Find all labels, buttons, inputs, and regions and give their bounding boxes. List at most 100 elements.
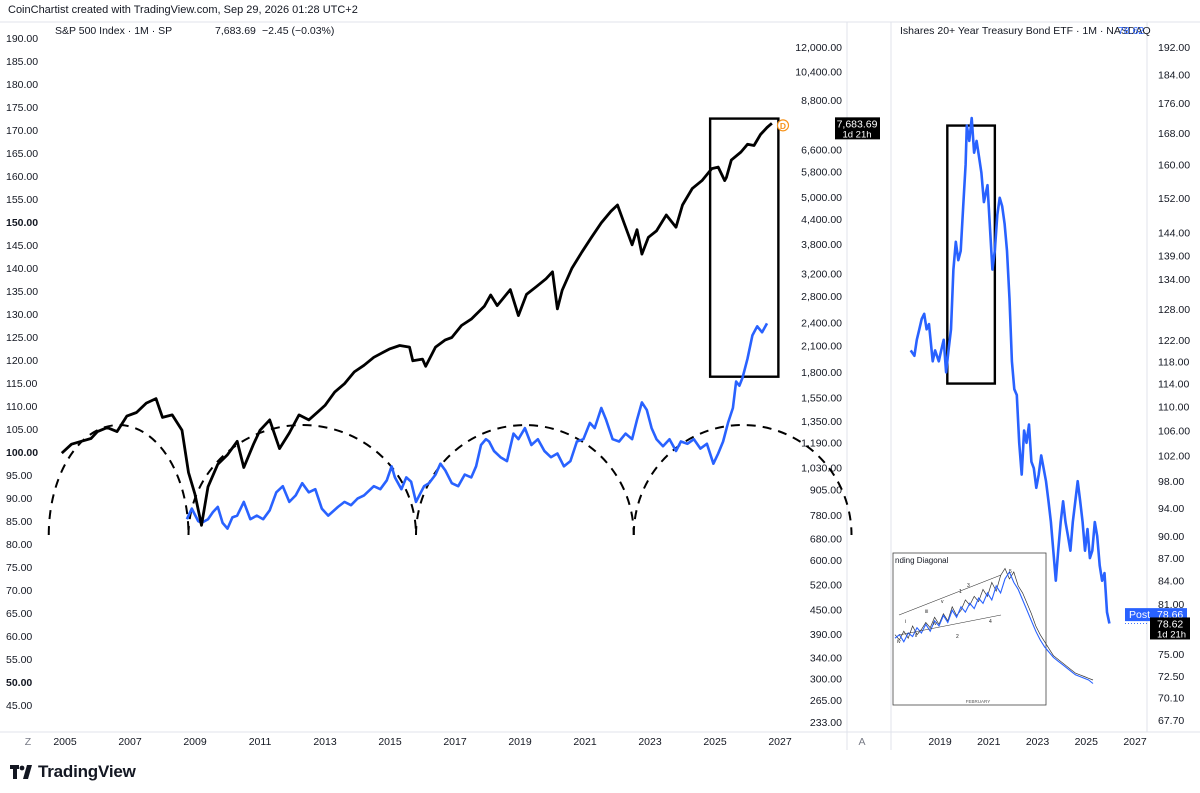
spx-price-axis[interactable]: 12,000.00 10,400.00 8,800.00 6,600.00 5,800.…	[795, 42, 865, 748]
axis-scale-auto-toggle[interactable]: A	[858, 736, 865, 748]
tlt-series-line	[909, 116, 1111, 624]
left-axis-tick-label: 130.00	[6, 309, 38, 321]
inset-upper-trendline	[898, 574, 1002, 616]
spx-axis-tick-label: 1,190.00	[801, 438, 842, 450]
left-axis-tick-label: 100.00	[6, 447, 38, 459]
left-axis-tick-label: 120.00	[6, 355, 38, 367]
left-axis-tick-label: 50.00	[6, 677, 32, 689]
chart-credit: CoinChartist created with TradingView.co…	[8, 4, 358, 16]
left-annotations	[47, 117, 853, 536]
left-axis-tick-label: 160.00	[6, 171, 38, 183]
tlt-axis-tick-label: 94.00	[1158, 503, 1184, 515]
spx-legend-change: −2.45 (−0.03%)	[262, 25, 334, 37]
spx-axis-tick-label: 1,350.00	[801, 416, 842, 428]
left-axis-tick-label: 165.00	[6, 148, 38, 160]
left-axis-tick-label: 115.00	[6, 378, 37, 390]
left-axis-tick-label: 155.00	[6, 194, 38, 206]
spx-axis-tick-label: 233.00	[810, 717, 842, 729]
tlt-axis-tick-label: 102.00	[1158, 450, 1190, 462]
inset-lower-trendline	[898, 614, 1002, 636]
left-time-axis-label: 2023	[638, 736, 662, 748]
spx-axis-tick-label: 520.00	[810, 580, 842, 592]
tlt-legend[interactable]: Ishares 20+ Year Treasury Bond ETF · 1M …	[900, 25, 1151, 37]
inset-wave-label: iv	[897, 639, 901, 645]
inset-bottom-label: FEBRUARY	[966, 699, 990, 704]
tlt-axis-tick-label: 192.00	[1158, 42, 1190, 54]
left-axis-tick-label: 135.00	[6, 286, 38, 298]
tlt-time-axis-label: 2025	[1075, 736, 1099, 748]
tlt-legend-last: 78.62	[1118, 25, 1144, 37]
tlt-time-axis-label: 2021	[977, 736, 1001, 748]
left-axis-tick-label: 105.00	[6, 424, 38, 436]
spx-axis-tick-label: 390.00	[810, 629, 842, 641]
left-axis-tick-label: 75.00	[6, 562, 32, 574]
left-axis-tick-label: 95.00	[6, 470, 32, 482]
spx-axis-tick-label: 2,400.00	[801, 318, 842, 330]
left-time-axis-label: 2019	[508, 736, 532, 748]
spx-axis-tick-label: 680.00	[810, 534, 842, 546]
left-axis-tick-label: 145.00	[6, 240, 38, 252]
tlt-time-axis-label: 2023	[1026, 736, 1050, 748]
tlt-axis-tick-label: 176.00	[1158, 98, 1190, 110]
tlt-axis-tick-label: 110.00	[1158, 402, 1189, 414]
tlt-price-tag-countdown: 1d 21h	[1157, 629, 1186, 640]
spx-legend-symbol: S&P 500 Index · 1M · SP	[55, 25, 172, 37]
tradingview-brand[interactable]: TradingView	[10, 762, 136, 782]
left-time-axis-label: 2009	[183, 736, 207, 748]
highlight-box[interactable]	[708, 117, 780, 378]
tlt-legend-symbol: Ishares 20+ Year Treasury Bond ETF · 1M …	[900, 25, 1151, 37]
left-axis-tick-label: 175.00	[6, 102, 38, 114]
spx-axis-tick-label: 8,800.00	[801, 95, 842, 107]
left-axis-tick-label: 150.00	[6, 217, 38, 229]
spx-axis-tick-label: 10,400.00	[795, 67, 842, 79]
left-axis-tick-label: 190.00	[6, 33, 38, 45]
tlt-axis-tick-label: 90.00	[1158, 531, 1184, 543]
spx-legend[interactable]: S&P 500 Index · 1M · SP 7,683.69 −2.45 (…	[55, 25, 334, 37]
spx-price-tag-countdown: 1d 21h	[842, 129, 871, 140]
left-axis-tick-label: 60.00	[6, 631, 32, 643]
spx-axis-tick-label: 1,030.00	[801, 462, 842, 474]
dividend-marker[interactable]	[776, 119, 790, 132]
cycle-arc[interactable]	[187, 424, 417, 536]
tlt-price-tag-bg	[1150, 617, 1190, 640]
bonds-overlay-series-line	[185, 322, 769, 530]
cycle-arc[interactable]	[47, 424, 190, 536]
tlt-axis-tick-label: 139.00	[1158, 251, 1190, 263]
spx-axis-tick-label: 600.00	[810, 555, 842, 567]
spx-axis-tick-label: 2,800.00	[801, 291, 842, 303]
left-axis-tick-label: 85.00	[6, 516, 32, 528]
left-axis-tick-label: 125.00	[6, 332, 38, 344]
inset-black-line	[894, 567, 1094, 681]
left-time-axis-label: 2025	[703, 736, 727, 748]
inset-wave-label: 1	[959, 589, 962, 595]
inset-wave-label: 4	[989, 619, 992, 625]
spx-axis-tick-label: 5,000.00	[801, 192, 842, 204]
tlt-time-axis-label: 2027	[1123, 736, 1147, 748]
left-axis-tick-label: 80.00	[6, 539, 32, 551]
spx-axis-tick-label: 780.00	[810, 510, 842, 522]
tlt-axis-tick-label: 98.00	[1158, 476, 1184, 488]
tradingview-wordmark: TradingView	[38, 762, 136, 781]
inset-wave-label: 3	[967, 583, 970, 589]
spx-axis-tick-label: 5,800.00	[801, 167, 842, 179]
left-axis-tick-label: 180.00	[6, 79, 38, 91]
inset-title: nding Diagonal	[895, 556, 949, 565]
cycle-arc[interactable]	[632, 424, 853, 536]
tlt-axis-tick-label: 122.00	[1158, 335, 1190, 347]
left-axis-tick-label: 55.00	[6, 654, 32, 666]
inset-blue-line	[894, 570, 1094, 684]
inset-wave-label: 2	[956, 634, 959, 640]
left-price-axis[interactable]: 190.00 185.00 180.00 175.00 170.00 165.00 160.…	[6, 33, 38, 712]
left-time-axis[interactable]: 2005 2007 2009 2011 2013 2015 2017 2019 2021 2023…	[25, 736, 792, 748]
spx-axis-tick-label: 4,400.00	[801, 214, 842, 226]
cycle-arc[interactable]	[415, 424, 635, 536]
spx-axis-tick-label: 1,550.00	[801, 392, 842, 404]
tlt-axis-tick-label: 128.00	[1158, 304, 1190, 316]
left-axis-tick-label: 90.00	[6, 493, 32, 505]
tradingview-logo-icon	[10, 765, 32, 779]
tlt-price-axis[interactable]: 192.00 184.00 176.00 168.00 160.00 152.00 144.…	[1158, 42, 1190, 727]
tlt-time-axis[interactable]: 2019 2021 2023 2025 2027	[928, 736, 1147, 748]
zoom-reset-toggle[interactable]: Z	[25, 736, 32, 748]
left-axis-tick-label: 185.00	[6, 56, 38, 68]
